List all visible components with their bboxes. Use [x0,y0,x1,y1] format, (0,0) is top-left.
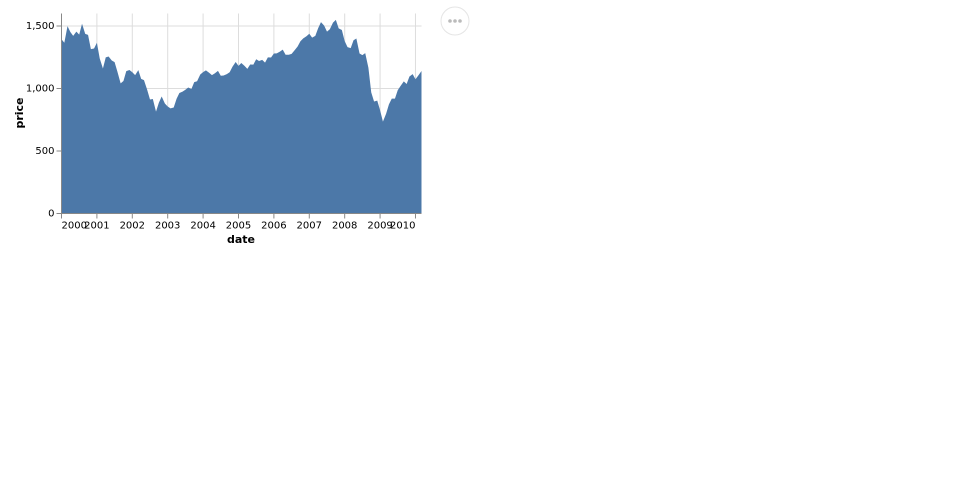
y-tick-label: 1,500 [26,21,55,32]
menu-dot [458,19,462,23]
x-tick-label: 2006 [261,221,286,232]
x-tick-label: 2008 [332,221,357,232]
x-tick-label: 2005 [226,221,251,232]
area [61,19,422,214]
menu-dot [448,19,452,23]
x-axis-title: date [227,233,255,246]
x-tick-label: 2000 [62,221,87,232]
x-tick-label: 2009 [367,221,392,232]
menu-dot [453,19,457,23]
menu-button[interactable] [440,6,470,36]
x-tick-label: 2010 [390,221,415,232]
x-tick-label: 2003 [155,221,180,232]
x-tick-label: 2004 [190,221,215,232]
x-tick-label: 2007 [297,221,322,232]
y-tick-label: 1,000 [26,84,55,95]
y-tick-label: 0 [48,209,54,220]
y-tick-label: 500 [35,146,54,157]
y-axis-title: price [13,97,26,128]
x-tick-label: 2002 [120,221,145,232]
x-tick-label: 2001 [84,221,109,232]
